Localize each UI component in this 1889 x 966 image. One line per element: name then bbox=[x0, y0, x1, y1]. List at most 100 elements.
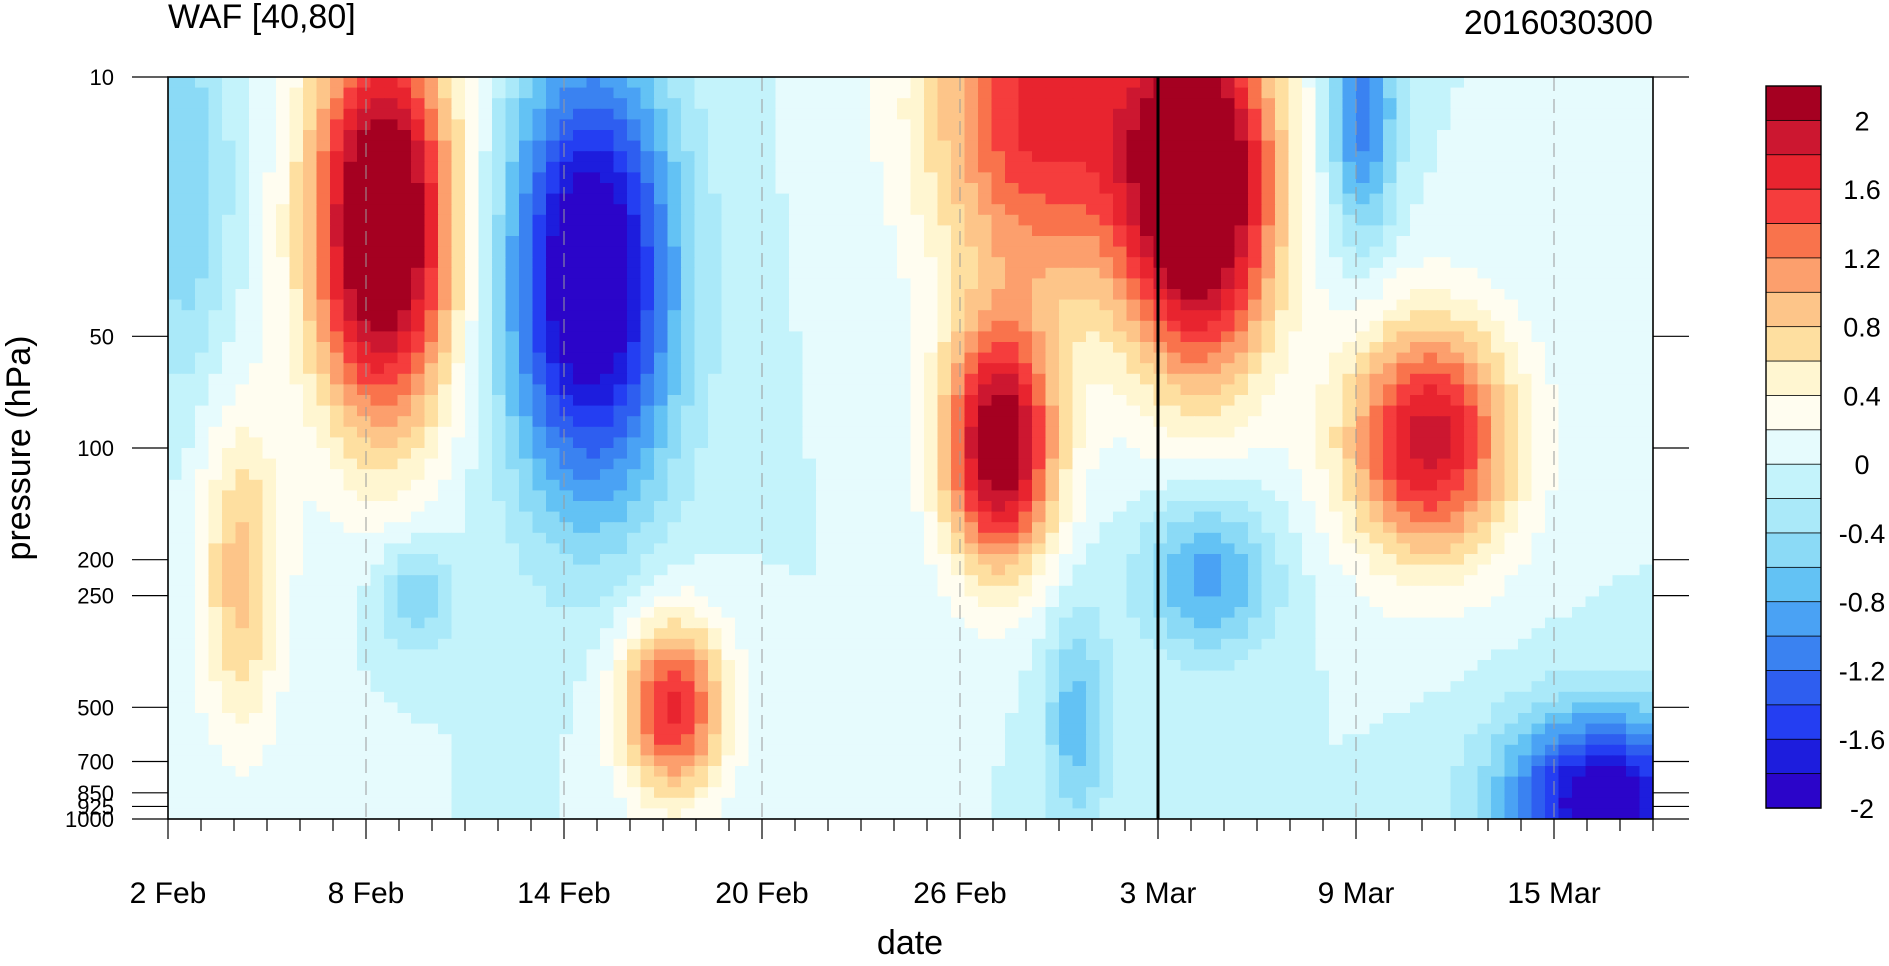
heatmap-cell bbox=[303, 469, 318, 481]
heatmap-cell bbox=[1207, 458, 1222, 470]
heatmap-cell bbox=[654, 204, 669, 216]
heatmap-cell bbox=[937, 183, 952, 195]
heatmap-cell bbox=[519, 151, 534, 163]
heatmap-cell bbox=[1234, 257, 1249, 269]
heatmap-cell bbox=[708, 448, 723, 460]
heatmap-cell bbox=[357, 161, 372, 173]
heatmap-cell bbox=[694, 214, 709, 226]
heatmap-cell bbox=[1639, 246, 1653, 258]
heatmap-cell bbox=[303, 331, 318, 343]
heatmap-cell bbox=[1072, 267, 1087, 279]
heatmap-cell bbox=[1072, 278, 1087, 290]
heatmap-cell bbox=[249, 119, 264, 131]
heatmap-cell bbox=[1248, 267, 1263, 279]
heatmap-cell bbox=[1531, 257, 1546, 269]
heatmap-cell bbox=[1639, 320, 1653, 332]
heatmap-cell bbox=[330, 119, 345, 131]
heatmap-cell bbox=[1612, 204, 1627, 216]
heatmap-cell bbox=[937, 225, 952, 237]
heatmap-cell bbox=[856, 437, 871, 449]
heatmap-cell bbox=[1410, 437, 1425, 449]
heatmap-cell bbox=[546, 448, 561, 460]
heatmap-cell bbox=[1018, 522, 1033, 534]
heatmap-cell bbox=[168, 426, 183, 438]
heatmap-cell bbox=[1302, 108, 1317, 120]
heatmap-cell bbox=[1329, 384, 1344, 396]
heatmap-cell bbox=[1059, 172, 1074, 184]
heatmap-cell bbox=[559, 278, 574, 290]
heatmap-cell bbox=[924, 130, 939, 142]
heatmap-cell bbox=[964, 183, 979, 195]
heatmap-cell bbox=[249, 267, 264, 279]
heatmap-cell bbox=[897, 416, 912, 428]
heatmap-cell bbox=[789, 373, 804, 385]
heatmap-cell bbox=[681, 416, 696, 428]
heatmap-cell bbox=[1410, 511, 1425, 523]
heatmap-cell bbox=[721, 151, 736, 163]
heatmap-cell bbox=[708, 342, 723, 354]
heatmap-cell bbox=[438, 342, 453, 354]
heatmap-cell bbox=[546, 98, 561, 110]
heatmap-cell bbox=[1450, 522, 1465, 534]
heatmap-cell bbox=[289, 214, 304, 226]
heatmap-cell bbox=[1437, 214, 1452, 226]
heatmap-cell bbox=[1626, 108, 1641, 120]
heatmap-cell bbox=[829, 522, 844, 534]
heatmap-cell bbox=[1072, 299, 1087, 311]
heatmap-cell bbox=[546, 246, 561, 258]
heatmap-cell bbox=[735, 310, 750, 322]
heatmap-cell bbox=[1383, 183, 1398, 195]
heatmap-cell bbox=[775, 278, 790, 290]
heatmap-cell bbox=[964, 119, 979, 131]
heatmap-cell bbox=[1153, 183, 1168, 195]
heatmap-cell bbox=[573, 501, 588, 513]
heatmap-cell bbox=[843, 479, 858, 491]
heatmap-cell bbox=[951, 246, 966, 258]
heatmap-cell bbox=[910, 363, 925, 375]
heatmap-cell bbox=[1369, 98, 1384, 110]
heatmap-cell bbox=[222, 532, 237, 544]
heatmap-cell bbox=[762, 257, 777, 269]
heatmap-cell bbox=[1018, 469, 1033, 481]
heatmap-cell bbox=[1464, 352, 1479, 364]
heatmap-cell bbox=[654, 299, 669, 311]
heatmap-cell bbox=[1558, 204, 1573, 216]
heatmap-cell bbox=[1329, 373, 1344, 385]
heatmap-cell bbox=[1032, 267, 1047, 279]
heatmap-cell bbox=[357, 108, 372, 120]
heatmap-cell bbox=[816, 257, 831, 269]
heatmap-cell bbox=[951, 257, 966, 269]
heatmap-cell bbox=[856, 246, 871, 258]
heatmap-cell bbox=[330, 183, 345, 195]
heatmap-cell bbox=[1464, 426, 1479, 438]
heatmap-cell bbox=[1167, 108, 1182, 120]
heatmap-cell bbox=[276, 246, 291, 258]
heatmap-cell bbox=[316, 490, 331, 502]
heatmap-cell bbox=[856, 214, 871, 226]
heatmap-cell bbox=[532, 373, 547, 385]
heatmap-cell bbox=[613, 172, 628, 184]
heatmap-cell bbox=[1099, 522, 1114, 534]
heatmap-cell bbox=[559, 236, 574, 248]
heatmap-cell bbox=[1626, 77, 1641, 89]
heatmap-cell bbox=[492, 554, 507, 566]
heatmap-cell bbox=[1531, 543, 1546, 555]
heatmap-cell bbox=[1437, 469, 1452, 481]
heatmap-cell bbox=[748, 331, 763, 343]
heatmap-cell bbox=[1383, 363, 1398, 375]
heatmap-cell bbox=[276, 151, 291, 163]
heatmap-cell bbox=[1504, 214, 1519, 226]
heatmap-cell bbox=[1059, 331, 1074, 343]
heatmap-cell bbox=[1356, 479, 1371, 491]
heatmap-cell bbox=[1356, 267, 1371, 279]
heatmap-cell bbox=[424, 405, 439, 417]
heatmap-cell bbox=[1099, 490, 1114, 502]
heatmap-cell bbox=[1207, 320, 1222, 332]
heatmap-cell bbox=[424, 458, 439, 470]
heatmap-cell bbox=[343, 289, 358, 301]
heatmap-cell bbox=[438, 331, 453, 343]
heatmap-cell bbox=[1045, 140, 1060, 152]
heatmap-cell bbox=[235, 278, 250, 290]
heatmap-cell bbox=[235, 204, 250, 216]
heatmap-cell bbox=[1221, 543, 1236, 555]
